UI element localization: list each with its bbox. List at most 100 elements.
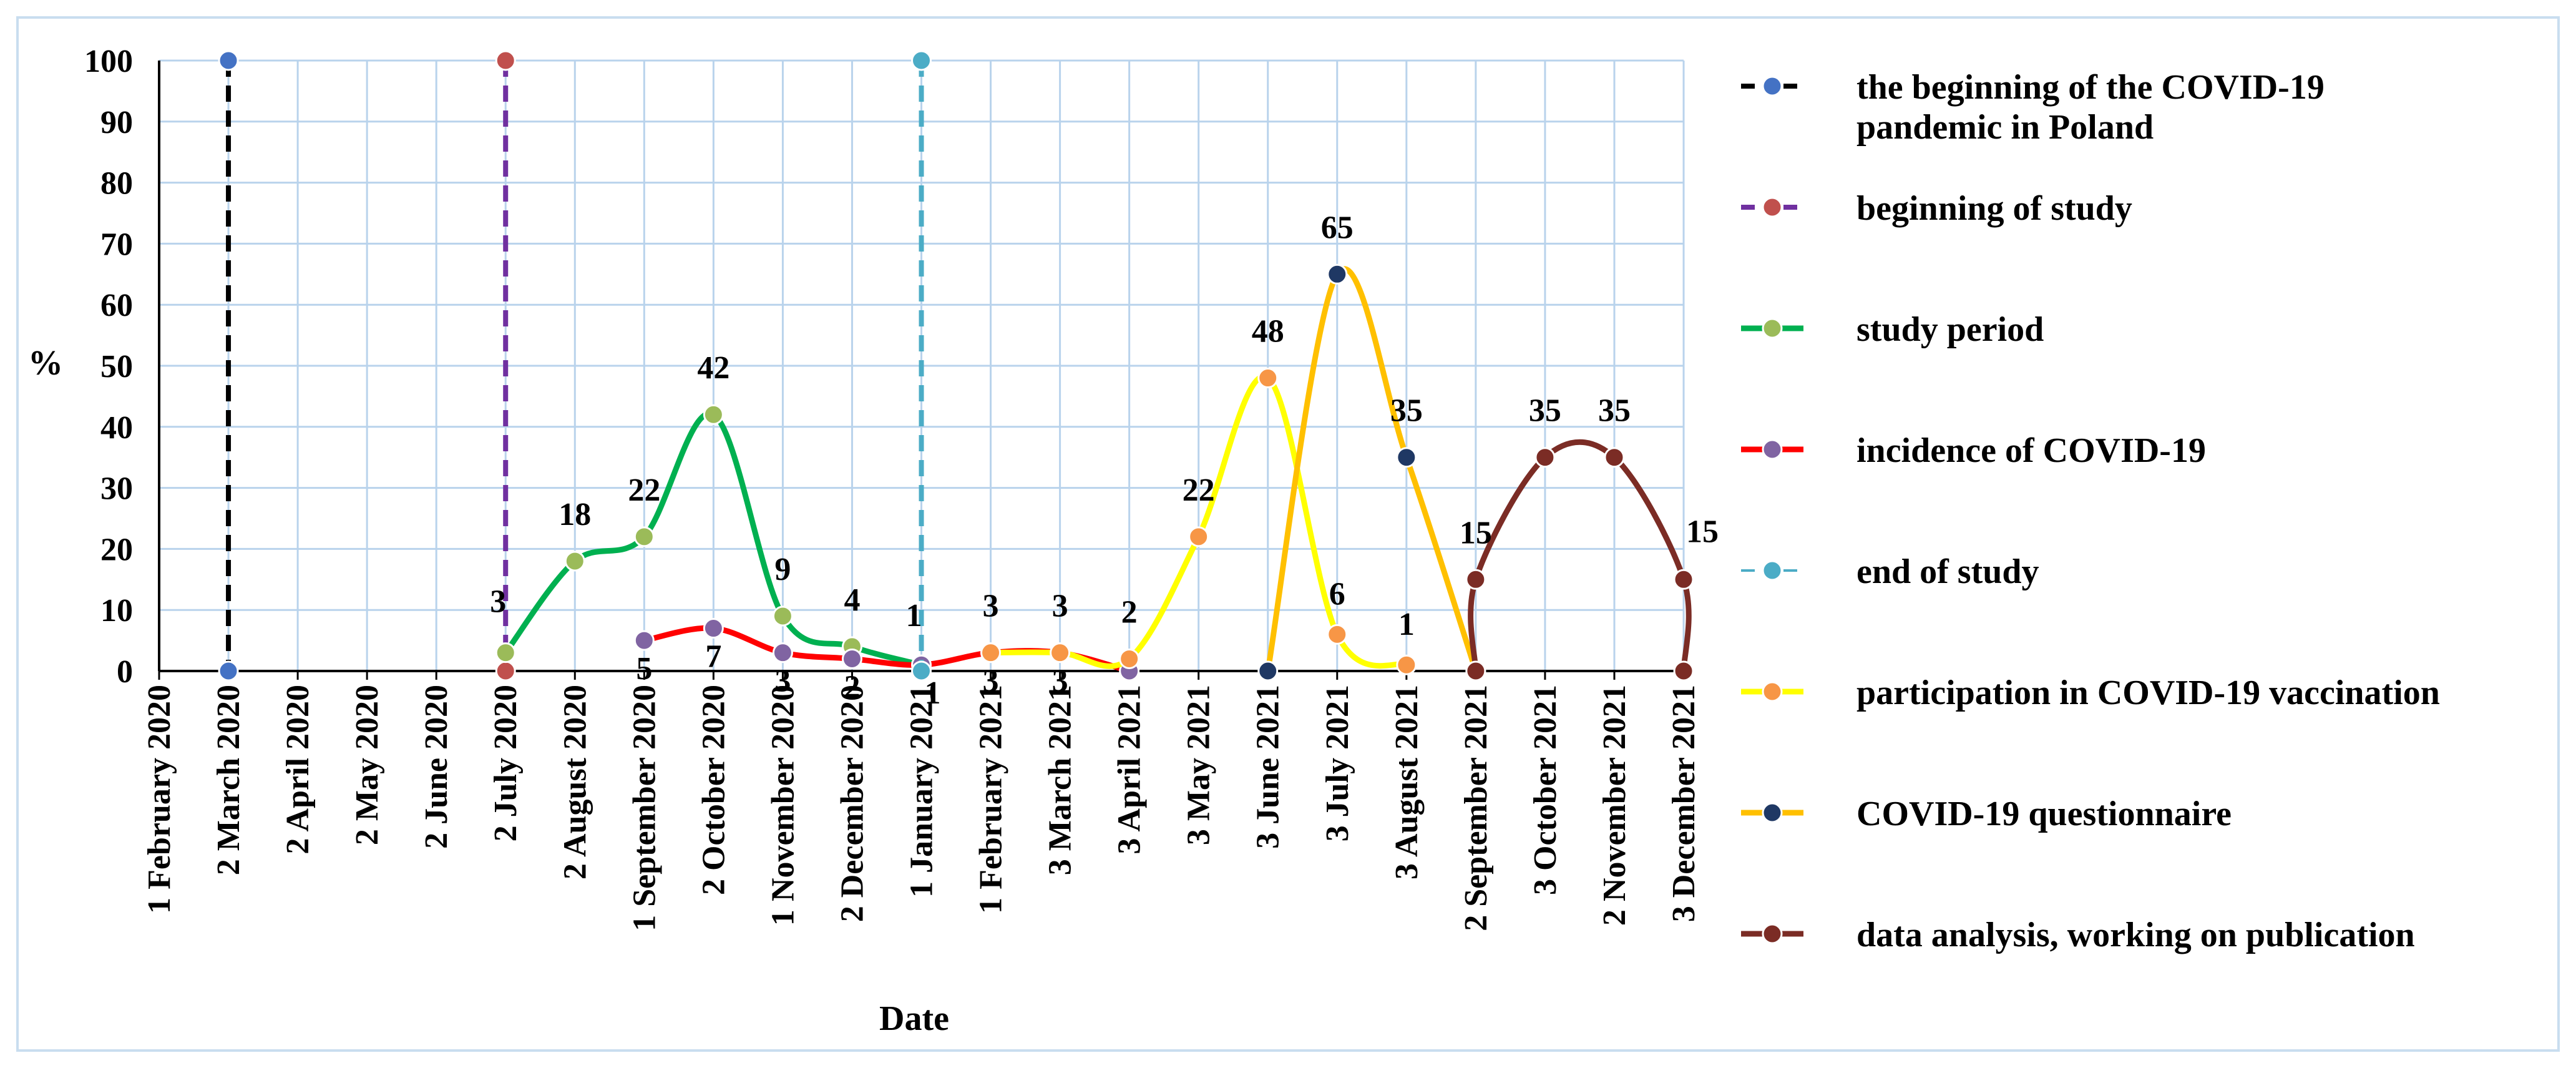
legend-marker <box>1762 681 1783 702</box>
legend-marker <box>1762 197 1783 218</box>
data-point <box>911 50 932 71</box>
data-label: 22 <box>628 473 660 508</box>
series-the-beginning-of-the-covid-19-pandemic-in-poland <box>218 50 239 682</box>
x-axis-label: Date <box>879 999 949 1038</box>
series-beginning-of-study <box>495 50 516 682</box>
y-tick-label: 70 <box>100 227 133 262</box>
legend-entry: data analysis, working on publication <box>1741 916 2415 954</box>
series-participation-in-covid-19-vaccination <box>980 368 1417 675</box>
y-tick-label: 80 <box>100 166 133 202</box>
legend-entry: beginning of study <box>1741 189 2132 228</box>
legend-label: end of study <box>1856 552 2039 591</box>
x-tick-label: 2 August 2020 <box>557 685 593 879</box>
x-tick-label: 3 December 2021 <box>1666 685 1702 922</box>
y-tick-label: 100 <box>84 44 133 79</box>
legend-label-line: data analysis, working on publication <box>1856 916 2415 954</box>
legend-marker <box>1762 802 1783 823</box>
x-tick-label: 2 June 2020 <box>419 685 454 849</box>
data-label: 2 <box>1121 594 1138 630</box>
axes: 0 10 20 30 40 50 60 70 80 90 100 1 February 2020 2 M… <box>84 44 1702 931</box>
series-line <box>1468 439 1692 674</box>
data-label: 1 <box>925 675 941 711</box>
data-point <box>633 526 655 547</box>
legend-marker <box>1762 318 1783 339</box>
x-tick-label: 3 June 2021 <box>1251 685 1286 849</box>
series-end-of-study <box>911 50 932 682</box>
x-tick-label: 2 March 2020 <box>211 685 246 875</box>
data-label: 22 <box>1183 473 1215 508</box>
x-tick-label: 1 September 2020 <box>627 685 662 931</box>
y-tick-label: 20 <box>100 532 133 567</box>
data-label: 3 <box>490 584 506 620</box>
x-tick-label: 3 April 2021 <box>1112 685 1148 855</box>
x-tick-label: 2 April 2020 <box>280 685 316 855</box>
legend-label-line: beginning of study <box>1856 189 2132 228</box>
data-point <box>1188 526 1209 547</box>
legend-label-line: end of study <box>1856 552 2039 591</box>
y-tick-label: 60 <box>100 288 133 323</box>
legend-label-line: study period <box>1856 310 2044 349</box>
data-label: 1 <box>906 598 922 634</box>
legend-marker <box>1762 76 1783 97</box>
legend-label: data analysis, working on publication <box>1856 916 2415 954</box>
legend-entry: incidence of COVID-19 <box>1741 431 2206 470</box>
x-tick-label: 2 October 2020 <box>696 685 731 895</box>
data-label: 6 <box>1329 576 1345 612</box>
data-point <box>218 50 239 71</box>
series-line <box>1265 266 1479 674</box>
data-point <box>1396 654 1417 675</box>
series-layer <box>218 50 1694 682</box>
data-point <box>1673 569 1694 590</box>
data-label: 18 <box>559 497 591 532</box>
data-label: 35 <box>1598 393 1631 429</box>
data-label: 3 <box>1052 589 1068 624</box>
data-point <box>564 551 585 572</box>
data-point <box>1050 642 1071 664</box>
x-tick-label: 2 September 2021 <box>1458 685 1494 931</box>
x-tick-label: 2 May 2020 <box>349 685 385 845</box>
legend-entry: COVID-19 questionnaire <box>1741 795 2232 833</box>
y-tick-label: 50 <box>100 349 133 385</box>
data-point <box>495 642 516 664</box>
x-tick-label: 1 January 2021 <box>904 685 940 898</box>
x-tick-label: 3 August 2021 <box>1389 685 1425 879</box>
data-label: 1 <box>1398 607 1415 642</box>
data-point <box>495 660 516 682</box>
legend-entry: study period <box>1741 310 2044 349</box>
y-tick-label: 90 <box>100 105 133 140</box>
data-point <box>911 660 932 682</box>
legend-label-line: incidence of COVID-19 <box>1856 431 2206 470</box>
legend-label: incidence of COVID-19 <box>1856 431 2206 470</box>
data-label: 4 <box>844 582 860 618</box>
data-label: 35 <box>1390 393 1423 429</box>
legend-label: the beginning of the COVID-19 pandemic in… <box>1856 68 2325 147</box>
legend-label: participation in COVID-19 vaccination <box>1856 674 2440 712</box>
data-point <box>218 660 239 682</box>
legend-entry: participation in COVID-19 vaccination <box>1741 674 2440 712</box>
data-point <box>703 404 724 425</box>
legend-label-line: pandemic in Poland <box>1856 108 2154 147</box>
x-tick-label: 3 July 2021 <box>1320 685 1355 841</box>
data-point <box>1534 447 1556 468</box>
data-label: 65 <box>1321 210 1354 245</box>
legend-marker <box>1762 439 1783 460</box>
series-data-analysis-working-on-publication <box>1465 439 1694 682</box>
data-label: 3 <box>1052 664 1068 699</box>
legend-entry: end of study <box>1741 552 2039 591</box>
data-point <box>703 618 724 639</box>
x-tick-label: 2 November 2021 <box>1597 685 1632 926</box>
data-label: 42 <box>697 350 729 386</box>
series-covid-19-questionnaire <box>1257 263 1486 682</box>
data-point <box>772 642 793 664</box>
legend-marker <box>1762 923 1783 944</box>
legend: the beginning of the COVID-19 pandemic in… <box>1741 68 2440 954</box>
data-label: 15 <box>1460 515 1492 551</box>
data-point <box>841 648 862 669</box>
x-tick-label: 2 December 2020 <box>834 685 870 922</box>
legend-label-line: COVID-19 questionnaire <box>1856 795 2232 833</box>
data-label: 35 <box>1529 393 1561 429</box>
data-label: 7 <box>705 639 721 675</box>
legend-label: COVID-19 questionnaire <box>1856 795 2232 833</box>
